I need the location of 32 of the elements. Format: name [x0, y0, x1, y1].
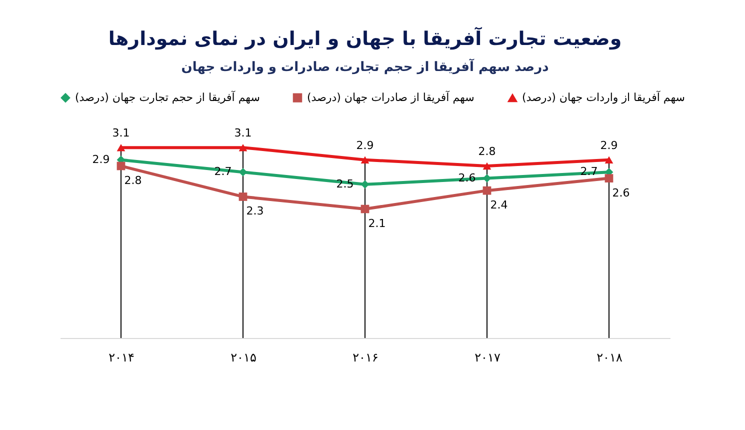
- x-tick-label: ۲۰۱۶: [352, 350, 378, 364]
- data-label: 2.6: [612, 186, 630, 200]
- point: [238, 144, 248, 152]
- data-label: 2.9: [600, 138, 618, 152]
- data-label: 3.1: [234, 126, 252, 140]
- data-label: 2.9: [356, 138, 374, 152]
- point: [360, 156, 370, 164]
- point: [360, 204, 370, 214]
- chart-title: وضعیت تجارت آفریقا با جهان و ایران در نمای نمودارها: [108, 26, 622, 50]
- x-tick-label: ۲۰۱۵: [230, 350, 256, 364]
- data-label: 2.1: [368, 217, 386, 230]
- point: [604, 174, 614, 182]
- data-label: 2.7: [580, 165, 598, 178]
- data-label: 2.9: [92, 152, 110, 166]
- point: [482, 186, 492, 195]
- data-label: 2.8: [124, 174, 142, 187]
- point: [238, 192, 248, 201]
- chart-subtitle: درصد سهم آفریقا از حجم تجارت، صادرات و واردات جهان: [181, 58, 550, 75]
- point: [604, 156, 614, 164]
- x-tick-label: ۲۰۱۸: [596, 350, 623, 364]
- point: [482, 162, 492, 170]
- x-tick-label: ۲۰۱۴: [108, 350, 134, 364]
- x-tick-label: ۲۰۱۷: [474, 350, 501, 364]
- legend-label: سهم آفریقا از حجم تجارت جهان (درصد): [75, 90, 260, 104]
- legend-label: سهم آفریقا از صادرات جهان (درصد): [307, 90, 474, 104]
- data-label: 2.3: [246, 204, 264, 218]
- point: [116, 144, 126, 152]
- legend-label: سهم آفریقا از واردات جهان (درصد): [522, 90, 686, 104]
- data-label: 2.4: [490, 198, 508, 212]
- point: [116, 162, 126, 170]
- data-label: 3.1: [112, 126, 130, 140]
- data-label: 2.8: [478, 145, 496, 158]
